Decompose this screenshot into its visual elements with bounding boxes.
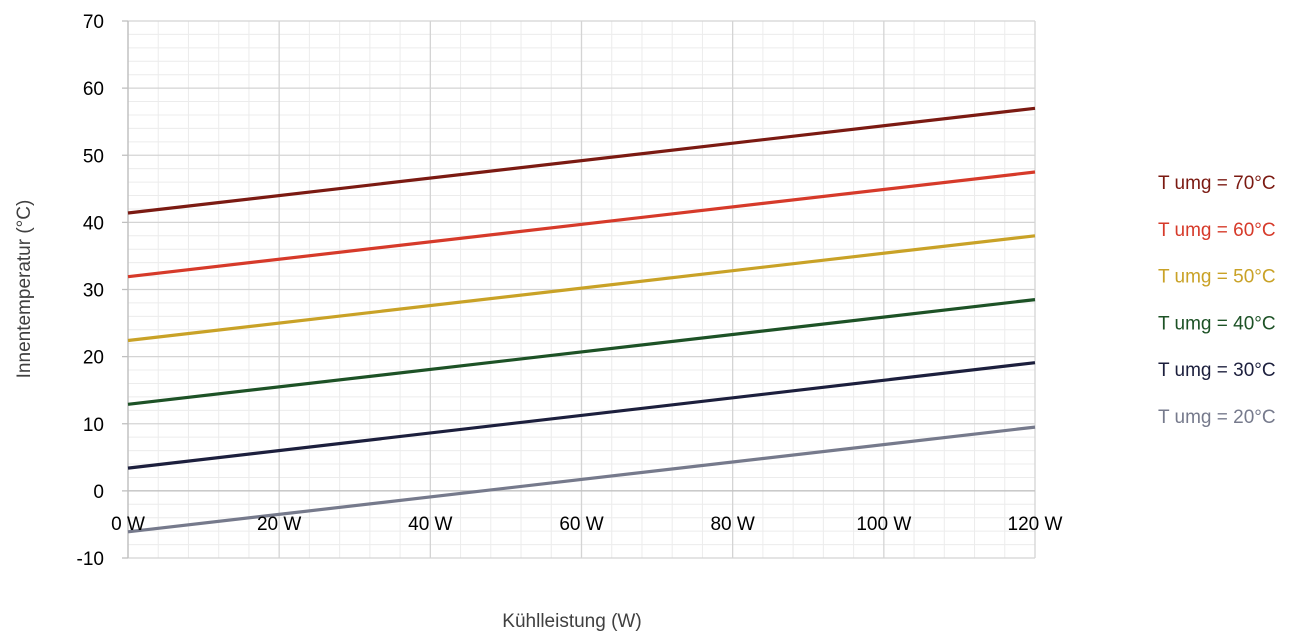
legend-entry: T umg = 40°C xyxy=(1158,313,1276,334)
y-axis-title: Innentemperatur (°C) xyxy=(14,200,35,379)
x-tick-label: 120 W xyxy=(1008,514,1063,535)
series-line-0 xyxy=(127,106,1036,215)
series-line-2 xyxy=(127,234,1036,343)
series-line-1 xyxy=(127,170,1036,279)
legend-entry: T umg = 60°C xyxy=(1158,220,1276,241)
legend-entry: T umg = 70°C xyxy=(1158,173,1276,194)
x-axis-title: Kühlleistung (W) xyxy=(502,611,641,632)
legend-entry: T umg = 30°C xyxy=(1158,360,1276,381)
series-lines xyxy=(127,106,1036,534)
legend-entry: T umg = 20°C xyxy=(1158,407,1276,428)
x-tick-label: 60 W xyxy=(559,514,603,535)
legend: T umg = 70°C T umg = 60°C T umg = 50°C T um… xyxy=(1158,173,1276,428)
x-tick-label: 20 W xyxy=(257,514,301,535)
x-tick-label: 100 W xyxy=(856,514,911,535)
y-tick-label: 0 xyxy=(93,482,104,503)
x-tick-label: 80 W xyxy=(710,514,754,535)
x-tick-label: 40 W xyxy=(408,514,452,535)
y-tick-label: 40 xyxy=(83,213,104,234)
series-line-3 xyxy=(127,298,1036,406)
legend-entry: T umg = 50°C xyxy=(1158,267,1276,288)
y-tick-label: 50 xyxy=(83,146,104,167)
x-tick-label: 0 W xyxy=(111,514,145,535)
y-tick-label: 20 xyxy=(83,348,104,369)
series-line-5 xyxy=(127,425,1036,534)
y-tick-label: 60 xyxy=(83,79,104,100)
y-tick-label: -10 xyxy=(77,549,104,570)
y-tick-label: 30 xyxy=(83,281,104,302)
y-tick-labels: 70 60 50 40 30 20 10 0 -10 xyxy=(77,12,104,570)
axes xyxy=(122,20,1035,559)
series-line-4 xyxy=(127,361,1036,470)
y-tick-label: 70 xyxy=(83,12,104,33)
y-tick-label: 10 xyxy=(83,415,104,436)
x-tick-labels: 0 W 20 W 40 W 60 W 80 W 100 W 120 W xyxy=(111,514,1062,535)
